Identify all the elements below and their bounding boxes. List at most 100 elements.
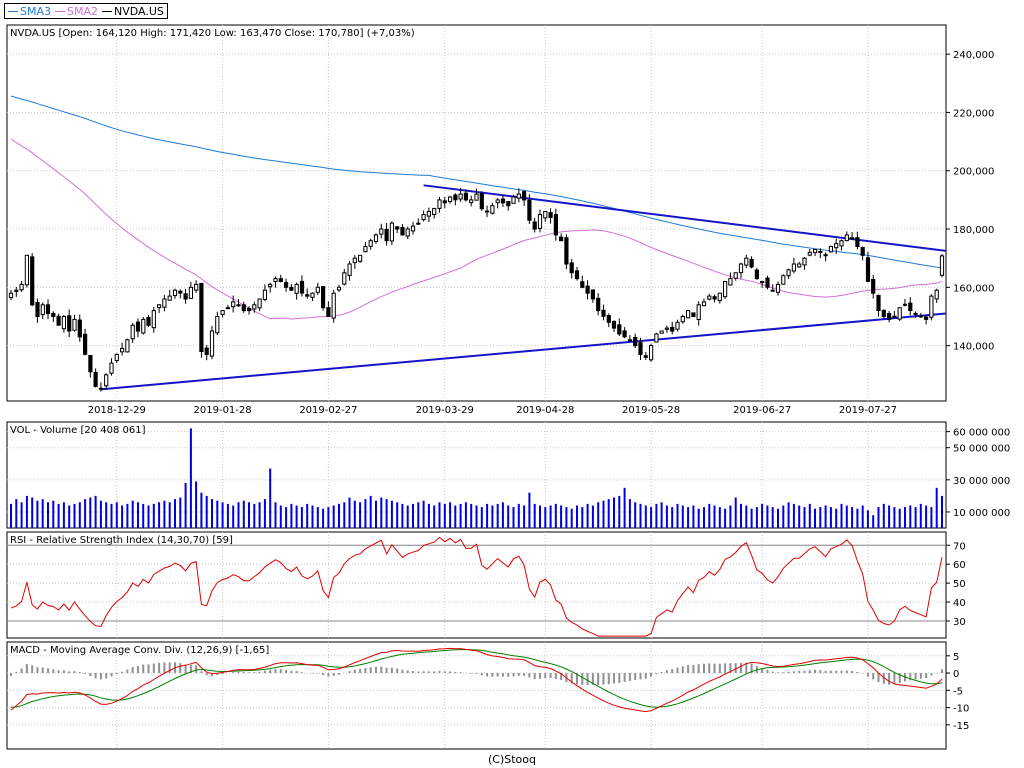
volume-bar-104: [560, 505, 563, 528]
volume-bar-46: [253, 503, 256, 528]
x-tick-label: 2019-05-28: [622, 405, 680, 416]
candle-body-50: [273, 278, 278, 283]
candle-body-115: [617, 324, 622, 335]
volume-bar-63: [343, 502, 346, 528]
volume-bar-48: [263, 499, 266, 528]
candle-body-98: [527, 199, 532, 221]
candle-body-14: [83, 333, 88, 355]
volume-bar-131: [703, 507, 705, 528]
candle-body-72: [389, 222, 394, 242]
candle-body-24: [135, 321, 141, 332]
volume-bar-18: [105, 502, 108, 528]
volume-bar-114: [613, 497, 615, 528]
candle-body-133: [712, 296, 717, 300]
volume-bar-86: [464, 502, 467, 528]
volume-bar-39: [216, 500, 219, 528]
volume-bar-24: [137, 502, 139, 528]
volume-bar-4: [31, 497, 34, 528]
candle-body-17: [98, 387, 104, 390]
candle-body-109: [585, 285, 590, 294]
volume-bar-80: [433, 505, 436, 528]
candle-body-119: [638, 342, 643, 355]
candle-body-157: [839, 240, 844, 247]
volume-bar-74: [401, 503, 404, 528]
volume-bar-135: [724, 508, 727, 528]
volume-bar-53: [290, 503, 293, 528]
volume-bar-129: [692, 505, 695, 528]
volume-bar-37: [205, 495, 208, 528]
candle-body-57: [310, 292, 315, 298]
candle-body-128: [686, 310, 691, 319]
candle-body-12: [72, 318, 77, 331]
candle-body-140: [749, 258, 754, 268]
candle-body-112: [601, 309, 606, 317]
candle-body-130: [696, 304, 701, 320]
candle-body-53: [289, 286, 294, 291]
macd-panel-title: MACD - Moving Average Conv. Div. (12,26,…: [10, 645, 269, 656]
candle-body-116: [622, 330, 627, 338]
volume-bar-3: [25, 495, 28, 528]
volume-bar-132: [708, 503, 711, 528]
volume-bar-91: [491, 505, 494, 528]
macd-y-tick-label: -10: [953, 704, 969, 715]
candle-body-89: [479, 193, 484, 210]
volume-bar-111: [597, 502, 600, 528]
candle-body-60: [326, 307, 331, 317]
volume-bar-125: [671, 507, 674, 528]
candle-body-114: [611, 320, 617, 329]
volume-bar-51: [279, 505, 282, 528]
volume-bar-88: [475, 505, 478, 528]
candle-body-117: [627, 339, 632, 342]
volume-bar-52: [285, 507, 288, 528]
volume-bar-160: [856, 508, 859, 528]
volume-bar-90: [486, 503, 489, 528]
candle-body-93: [500, 198, 506, 204]
price-y-tick-label: 200,000: [953, 167, 994, 178]
candle-body-51: [278, 278, 283, 283]
volume-bar-68: [369, 495, 372, 528]
volume-bar-121: [650, 507, 653, 528]
macd-y-tick-label: 5: [953, 652, 959, 663]
candle-body-168: [897, 307, 902, 320]
legend-sma2-label: SMA2: [67, 4, 98, 18]
candle-body-64: [347, 263, 352, 276]
candle-body-35: [194, 283, 199, 291]
volume-y-tick-label: 50 000 000: [953, 444, 1010, 455]
volume-bar-77: [417, 502, 420, 528]
candle-body-131: [701, 301, 707, 307]
volume-bar-102: [549, 505, 552, 528]
x-tick-label: 2019-02-27: [299, 405, 357, 416]
volume-bar-174: [930, 507, 933, 528]
candle-body-23: [130, 324, 135, 340]
volume-bar-61: [332, 505, 335, 528]
volume-bar-118: [634, 502, 637, 528]
rsi-y-tick-label: 40: [953, 598, 966, 609]
rsi-y-tick-label: 30: [953, 617, 966, 628]
candle-body-34: [188, 286, 194, 299]
candle-body-46: [252, 304, 257, 310]
candle-body-127: [680, 316, 685, 323]
volume-bar-84: [454, 505, 457, 528]
candle-body-84: [453, 194, 458, 201]
candle-body-80: [432, 208, 437, 216]
volume-bar-171: [914, 507, 917, 528]
volume-bar-38: [211, 499, 213, 528]
macd-panel-frame: [6, 641, 947, 750]
candle-body-19: [109, 362, 114, 374]
candle-body-40: [220, 310, 225, 315]
volume-bar-67: [364, 499, 367, 528]
volume-bar-108: [581, 507, 584, 528]
volume-bar-98: [528, 492, 531, 528]
volume-bar-154: [824, 505, 827, 528]
volume-bar-60: [327, 507, 330, 528]
volume-bar-130: [697, 508, 700, 528]
volume-bar-47: [258, 502, 261, 528]
candle-body-9: [56, 315, 61, 326]
candle-body-125: [670, 326, 675, 332]
candle-body-82: [442, 200, 447, 204]
volume-bar-169: [904, 507, 906, 528]
candle-body-153: [818, 250, 823, 253]
volume-bar-58: [316, 507, 319, 528]
volume-bar-165: [882, 503, 885, 528]
volume-bar-113: [607, 499, 610, 528]
